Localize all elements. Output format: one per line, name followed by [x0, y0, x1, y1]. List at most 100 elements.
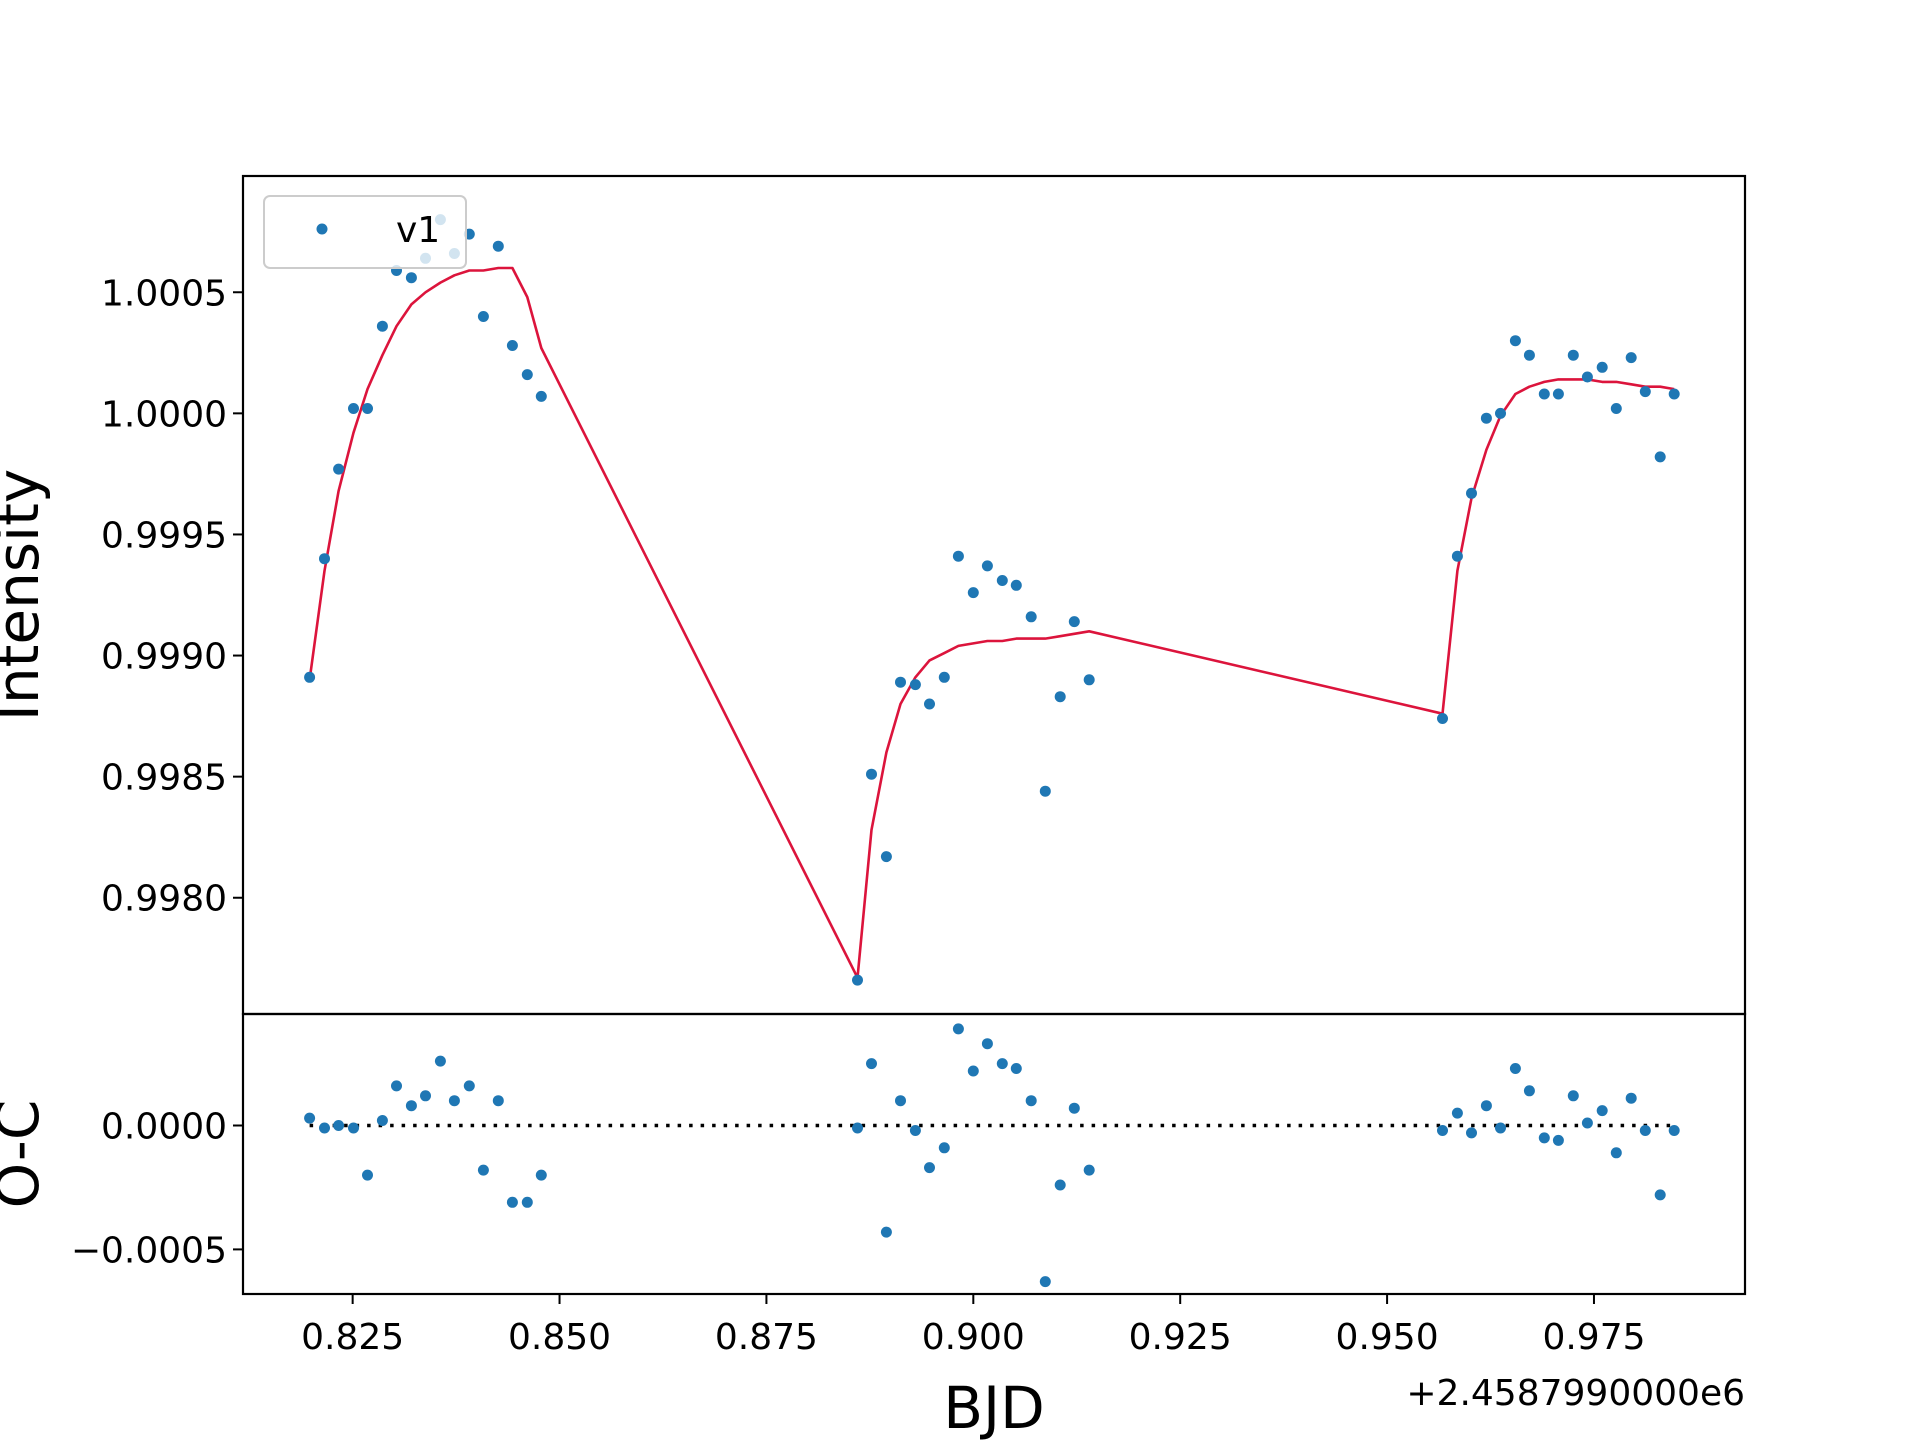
intensity-point [1610, 403, 1622, 414]
intensity-point [1010, 579, 1022, 591]
intensity-point [895, 676, 906, 688]
residual-point [1509, 1063, 1521, 1074]
residual-point [981, 1038, 993, 1050]
intensity-y-axis-label: Intensity [0, 469, 52, 721]
residual-point [333, 1120, 345, 1131]
intensity-point [376, 320, 388, 332]
intensity-point [1654, 451, 1666, 463]
intensity-point [1451, 550, 1463, 562]
residual-point [1654, 1189, 1666, 1201]
residual-point [304, 1112, 316, 1124]
residual-point [492, 1095, 504, 1107]
intensity-panel: 1.0005 1.0000 0.9995 0.9990 0.9985 0.9980 Int… [0, 174, 1747, 1016]
intensity-point [1552, 388, 1564, 400]
x-tick-label: 0.825 [301, 1317, 404, 1358]
residual-point [1025, 1095, 1037, 1107]
residual-point [434, 1055, 446, 1067]
residual-point [880, 1226, 892, 1238]
intensity-point [1668, 388, 1680, 400]
intensity-point [1567, 349, 1579, 361]
x-tick-label: 0.900 [922, 1317, 1025, 1358]
y-tick-label: 0.9990 [101, 637, 227, 678]
residual-point [1039, 1276, 1051, 1288]
intensity-point [1538, 388, 1550, 400]
y-tick-label: 0.9980 [101, 879, 227, 920]
residual-point [1451, 1107, 1463, 1119]
residual-point [952, 1023, 964, 1035]
intensity-point [938, 671, 950, 683]
intensity-point [1581, 371, 1593, 383]
residual-point [506, 1196, 518, 1208]
residual-point [996, 1058, 1008, 1070]
intensity-point [1083, 674, 1095, 686]
residual-point [1625, 1092, 1637, 1104]
intensity-point [1625, 352, 1637, 364]
intensity-point [362, 403, 373, 414]
intensity-point [924, 698, 935, 710]
residual-y-axis-label: O-C [0, 1100, 52, 1209]
residual-point [319, 1122, 330, 1134]
intensity-point [304, 671, 316, 683]
residual-point [1480, 1100, 1492, 1112]
x-axis-label: BJD [943, 1374, 1045, 1440]
intensity-point [1068, 616, 1080, 628]
residual-point [938, 1142, 950, 1154]
residual-point [348, 1122, 359, 1134]
intensity-point [1639, 386, 1651, 398]
intensity-point [1025, 611, 1037, 623]
residual-point [1596, 1105, 1608, 1117]
residual-point [852, 1122, 863, 1134]
y-tick-label: 1.0000 [101, 394, 227, 435]
residual-point [1639, 1125, 1651, 1136]
intensity-point [1437, 713, 1448, 724]
residual-point [448, 1095, 460, 1107]
residual-point [463, 1080, 475, 1092]
residual-point [391, 1080, 402, 1092]
intensity-point [333, 463, 345, 475]
x-ticks: 0.825 0.850 0.875 0.900 0.925 0.950 0.975 [301, 1294, 1646, 1358]
intensity-point [405, 272, 417, 284]
residual-point [420, 1090, 431, 1102]
residual-point [376, 1115, 388, 1126]
y-tick-label: 0.9995 [101, 515, 227, 556]
residual-y-ticks: 0.0000 −0.0005 [71, 1107, 243, 1271]
residual-point [1083, 1164, 1095, 1176]
residual-point [924, 1162, 935, 1174]
x-offset-label: +2.4587990000e6 [1406, 1373, 1745, 1414]
residual-point [1466, 1127, 1477, 1139]
intensity-y-ticks: 1.0005 1.0000 0.9995 0.9990 0.9985 0.9980 [101, 273, 243, 920]
x-tick-label: 0.975 [1542, 1317, 1645, 1358]
residual-point [1054, 1179, 1066, 1191]
intensity-point [348, 403, 359, 414]
y-tick-label: −0.0005 [71, 1230, 227, 1271]
intensity-point [981, 560, 993, 572]
intensity-point [1054, 691, 1066, 703]
residual-point [1610, 1147, 1622, 1159]
intensity-point [852, 974, 863, 986]
residual-point [1567, 1090, 1579, 1102]
residual-panel: 0.0000−0.0005 0.825 0.850 0.875 0.900 0.925 0… [0, 1012, 1747, 1440]
residual-point [1552, 1134, 1564, 1146]
x-tick-label: 0.850 [508, 1317, 611, 1358]
residual-point [967, 1065, 979, 1077]
intensity-point [477, 311, 489, 322]
legend: v1 [263, 195, 467, 269]
residual-point [477, 1164, 489, 1176]
intensity-point [1509, 335, 1521, 347]
residual-panel-frame [241, 1012, 1747, 1296]
residual-points-group [304, 1023, 1680, 1288]
intensity-point [967, 587, 979, 599]
intensity-point [1523, 349, 1535, 361]
residual-point [1668, 1125, 1680, 1136]
intensity-point [492, 240, 504, 252]
residual-point [1581, 1117, 1593, 1129]
y-tick-label: 0.9985 [101, 758, 227, 799]
model-line [308, 266, 1675, 980]
intensity-point [866, 768, 877, 780]
intensity-point [1495, 407, 1506, 419]
legend-box [263, 195, 467, 269]
intensity-point [996, 575, 1008, 586]
intensity-point [909, 679, 921, 691]
x-tick-label: 0.875 [715, 1317, 818, 1358]
legend-marker-v1 [316, 223, 328, 235]
